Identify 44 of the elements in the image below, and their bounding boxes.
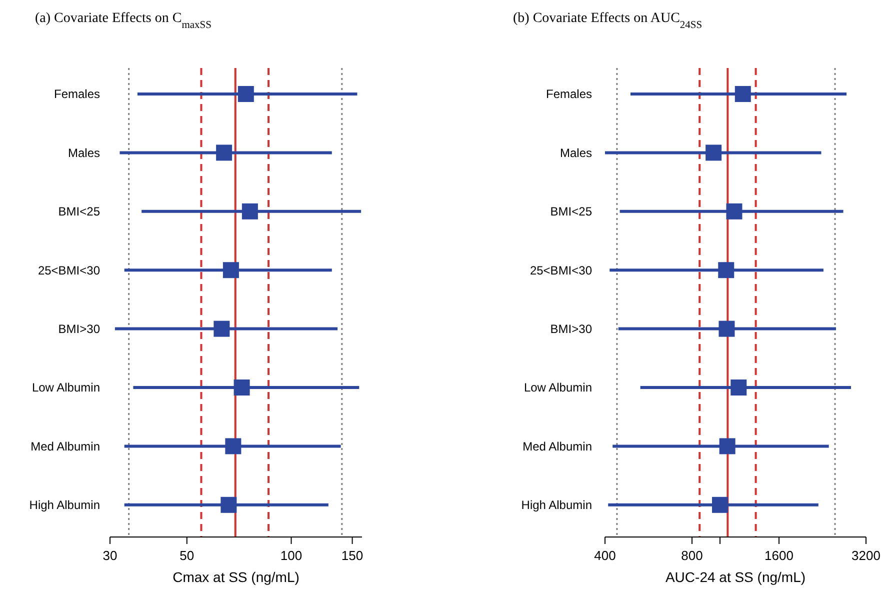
point bbox=[734, 86, 751, 102]
point bbox=[730, 380, 747, 396]
point bbox=[214, 320, 230, 337]
y-tick-label: Females bbox=[546, 87, 592, 102]
y-tick-label: Med Albumin bbox=[30, 439, 100, 454]
y-tick-label: BMI<25 bbox=[58, 204, 100, 219]
point bbox=[242, 203, 258, 220]
point bbox=[220, 496, 237, 513]
x-tick-label: 800 bbox=[681, 548, 703, 563]
point bbox=[718, 320, 735, 337]
y-tick-label: BMI>30 bbox=[550, 322, 592, 336]
point bbox=[712, 496, 728, 513]
y-tick-label: 25<BMI<30 bbox=[38, 263, 100, 278]
x-tick-label: 150 bbox=[341, 548, 364, 563]
point bbox=[216, 144, 232, 161]
y-tick-label: High Albumin bbox=[521, 498, 592, 512]
x-tick-label: 30 bbox=[102, 548, 118, 563]
y-tick-label: Females bbox=[54, 87, 100, 102]
y-tick-label: Med Albumin bbox=[522, 439, 592, 454]
x-tick-label: 3200 bbox=[852, 548, 880, 563]
y-tick-label: BMI<25 bbox=[550, 204, 592, 219]
x-tick-label: 100 bbox=[280, 548, 302, 563]
point bbox=[726, 203, 742, 220]
x-tick-label: 400 bbox=[594, 548, 616, 563]
point bbox=[719, 438, 736, 454]
point bbox=[225, 438, 242, 454]
y-tick-label: BMI>30 bbox=[58, 322, 100, 336]
point bbox=[238, 86, 254, 102]
point bbox=[234, 380, 250, 396]
point bbox=[222, 262, 239, 278]
y-tick-label: High Albumin bbox=[29, 498, 100, 512]
point bbox=[718, 262, 734, 278]
x-axis-title: AUC-24 at SS (ng/mL) bbox=[665, 569, 806, 585]
x-axis-title: Cmax at SS (ng/mL) bbox=[172, 569, 300, 585]
y-tick-label: 25<BMI<30 bbox=[530, 263, 592, 278]
y-tick-label: Males bbox=[560, 146, 592, 160]
chart-title: (b) Covariate Effects on AUC$_{24SS}$ bbox=[513, 11, 702, 30]
y-tick-label: Males bbox=[68, 146, 100, 160]
y-tick-label: Low Albumin bbox=[524, 380, 592, 395]
point bbox=[706, 144, 722, 161]
y-tick-label: Low Albumin bbox=[32, 380, 100, 395]
x-tick-label: 1600 bbox=[764, 548, 794, 563]
x-tick-label: 50 bbox=[180, 548, 194, 563]
chart-title: (a) Covariate Effects on C$_{maxSS}$ bbox=[35, 11, 212, 30]
